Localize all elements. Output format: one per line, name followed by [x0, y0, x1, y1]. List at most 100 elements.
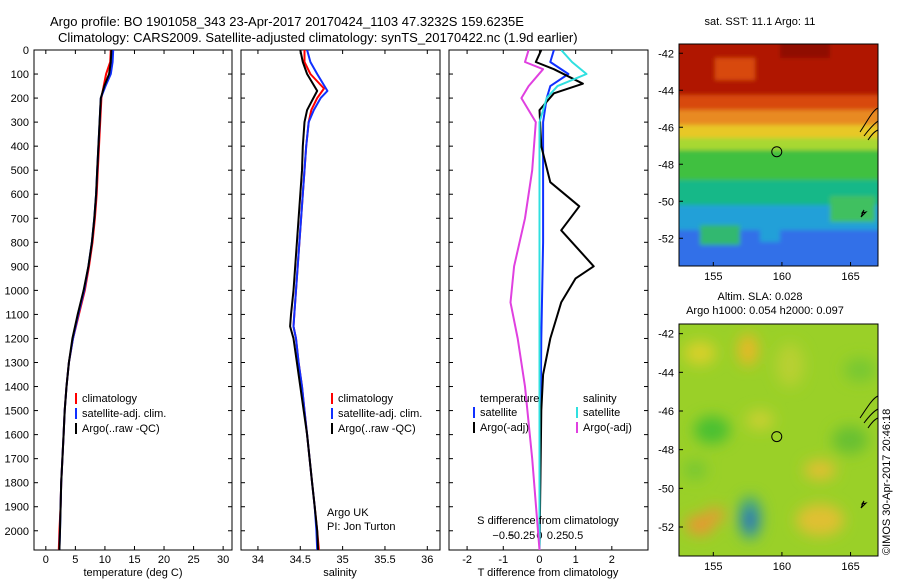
- legend-label: Argo(..raw -QC): [82, 423, 160, 435]
- depth-tick-label: 1100: [5, 309, 29, 321]
- difference-series: [509, 50, 595, 550]
- legend-label: satellite-adj. clim.: [82, 408, 166, 420]
- map-y-tick-label: -44: [658, 85, 674, 97]
- map-x-tick-label: 155: [704, 561, 722, 573]
- difference-frame: [448, 49, 649, 551]
- sla-map-ticks: 155 160 165 -42 -44 -46 -48 -50 -52: [658, 329, 860, 573]
- depth-tick-label: 1600: [5, 430, 29, 442]
- depth-tick-label: 1500: [5, 406, 29, 418]
- imos-credit: ©IMOS 30-Apr-2017 20:46:18: [881, 409, 893, 555]
- sla-map-panel: Altim. SLA: 0.028 Argo h1000: 0.054 h200…: [658, 291, 879, 573]
- map-y-tick-label: -50: [658, 483, 674, 495]
- sst-map-ticks: 155 160 165 -42 -44 -46 -48 -50 -52: [658, 48, 860, 283]
- map-y-tick-label: -48: [658, 445, 674, 457]
- map-y-tick-label: -46: [658, 122, 674, 134]
- salinity-xlabel: salinity: [323, 567, 357, 579]
- legend-label: Argo(-adj): [480, 422, 529, 434]
- depth-tick-label: 1700: [5, 454, 29, 466]
- depth-tick-label: 200: [11, 93, 29, 105]
- x-tick-label: 10: [99, 554, 111, 566]
- map-y-tick-label: -42: [658, 48, 674, 60]
- x-tick-label: 5: [72, 554, 78, 566]
- legend-label: climatology: [82, 393, 138, 405]
- difference-xlabel: T difference from climatology: [478, 567, 619, 579]
- depth-tick-label: 800: [11, 237, 29, 249]
- x-tick-label: 0: [43, 554, 49, 566]
- temperature-frame: [33, 49, 233, 551]
- temperature-panel: 0100200300400500600700800900100011001200…: [5, 45, 233, 579]
- map-y-tick-label: -44: [658, 367, 674, 379]
- sla-coastline: [859, 395, 879, 509]
- depth-tick-label: 300: [11, 117, 29, 129]
- salinity-annotation-2: PI: Jon Turton: [327, 521, 395, 533]
- x-tick-label: 0: [536, 554, 542, 566]
- depth-tick-label: 900: [11, 261, 29, 273]
- series-line: [58, 50, 113, 550]
- sla-map-image: [679, 324, 878, 556]
- difference-x-axis: -2 -1 0 1 2: [462, 50, 615, 566]
- depth-tick-label: 100: [11, 69, 29, 81]
- salinity-legend: climatology satellite-adj. clim. Argo(..ra…: [331, 393, 422, 435]
- salinity-panel: 34 34.5 35 35.5 36 climatology satellite-adj.…: [240, 49, 441, 579]
- series-line: [289, 50, 320, 550]
- secondary-x-tick-label: 0.25: [547, 530, 568, 542]
- sst-coastline: [859, 107, 879, 218]
- map-y-tick-label: -48: [658, 159, 674, 171]
- depth-tick-label: 1300: [5, 358, 29, 370]
- series-line: [538, 50, 570, 550]
- secondary-x-tick-label: −0.25: [507, 530, 535, 542]
- sla-map-frame: [678, 323, 879, 557]
- depth-tick-label: 600: [11, 189, 29, 201]
- map-x-tick-label: 155: [704, 271, 722, 283]
- argo-position-marker: [771, 431, 783, 443]
- depth-tick-label: 1400: [5, 382, 29, 394]
- x-tick-label: 36: [421, 554, 433, 566]
- temperature-x-axis: 0 5 10 15 20 25 30: [43, 50, 229, 566]
- sla-argo-marker: [771, 431, 783, 443]
- secondary-x-tick-label: 0.5: [568, 530, 583, 542]
- salinity-depth-ticks: [241, 49, 440, 532]
- x-tick-label: -2: [462, 554, 472, 566]
- map-x-tick-label: 160: [773, 271, 791, 283]
- difference-legend: temperature satellite Argo(-adj) salinity sa…: [473, 393, 632, 434]
- map-x-tick-label: 160: [773, 561, 791, 573]
- title-line-2: Climatology: CARS2009. Satellite-adjuste…: [58, 30, 578, 45]
- legend-label: satellite-adj. clim.: [338, 408, 422, 420]
- legend-label: Argo(..raw -QC): [338, 423, 416, 435]
- series-line: [538, 50, 588, 550]
- x-tick-label: 2: [609, 554, 615, 566]
- depth-tick-label: 400: [11, 141, 29, 153]
- x-tick-label: 30: [217, 554, 229, 566]
- temperature-depth-axis: 0 100 200 300 400 500 600 700 800 900 1000 1100 1200…: [5, 45, 232, 538]
- x-tick-label: 25: [187, 554, 199, 566]
- x-tick-label: 20: [158, 554, 170, 566]
- temperature-xlabel: temperature (deg C): [83, 567, 182, 579]
- sst-map-frame: [678, 43, 879, 267]
- map-x-tick-label: 165: [841, 271, 859, 283]
- map-x-tick-label: 165: [841, 561, 859, 573]
- x-tick-label: -1: [498, 554, 508, 566]
- temperature-legend: climatology satellite-adj. clim. Argo(..ra…: [75, 393, 166, 435]
- depth-tick-label: 1200: [5, 333, 29, 345]
- x-tick-label: 1: [573, 554, 579, 566]
- map-y-tick-label: -50: [658, 196, 674, 208]
- depth-tick-label: 500: [11, 165, 29, 177]
- legend-label: climatology: [338, 393, 394, 405]
- sst-map-image: [679, 44, 878, 266]
- x-tick-label: 34.5: [290, 554, 311, 566]
- x-tick-label: 15: [128, 554, 140, 566]
- series-line: [534, 50, 595, 550]
- depth-tick-label: 700: [11, 213, 29, 225]
- map-y-tick-label: -52: [658, 522, 674, 534]
- map-y-tick-label: -42: [658, 329, 674, 341]
- x-tick-label: 35: [336, 554, 348, 566]
- sst-map-title: sat. SST: 11.1 Argo: 11: [705, 16, 816, 28]
- difference-secondary-xlabel: S difference from climatology: [477, 515, 619, 527]
- x-tick-label: 35.5: [374, 554, 395, 566]
- difference-depth-ticks: [449, 49, 648, 532]
- legend-label: satellite: [480, 407, 517, 419]
- depth-tick-label: 1900: [5, 502, 29, 514]
- salinity-x-axis: 34 34.5 35 35.5 36: [252, 50, 433, 566]
- secondary-x-tick-label: −0.5: [492, 530, 514, 542]
